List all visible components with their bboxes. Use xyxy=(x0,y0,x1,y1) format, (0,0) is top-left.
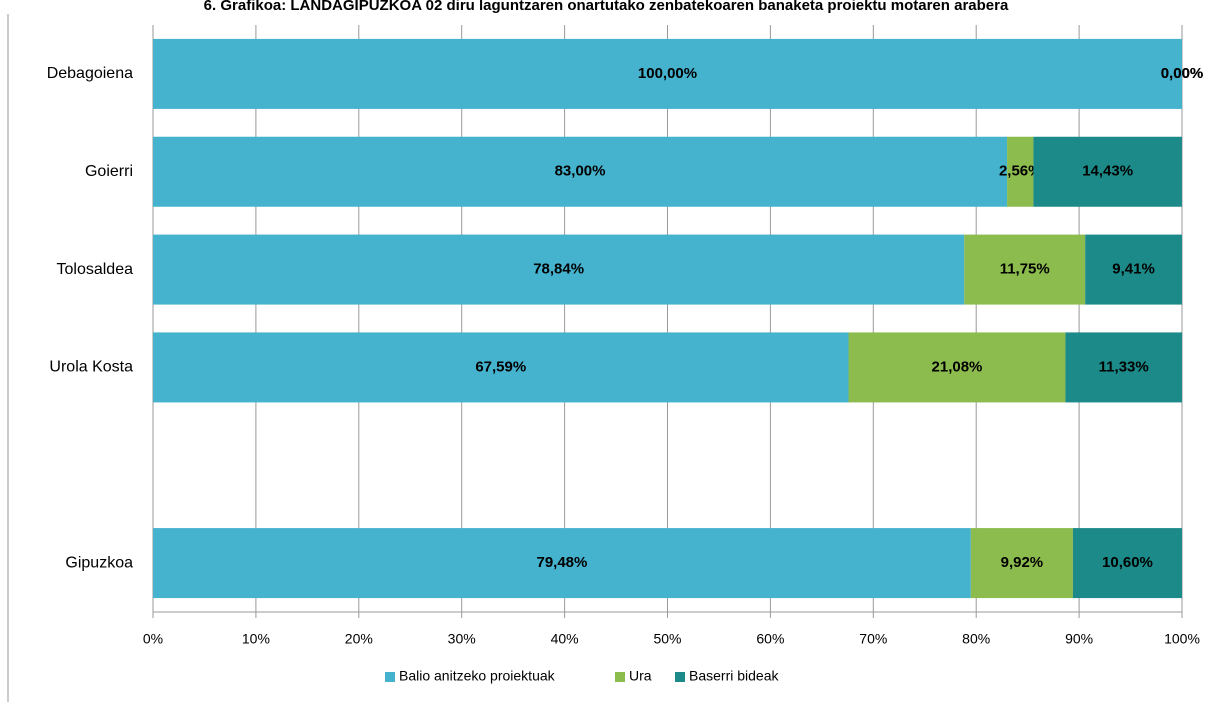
value-label: 21,08% xyxy=(932,358,983,375)
bar-segment xyxy=(970,528,1073,599)
y-tick-label: Debagoiena xyxy=(47,65,133,82)
value-label: 100,00% xyxy=(638,65,697,82)
x-tick-label: 90% xyxy=(1065,631,1093,647)
legend-label: Ura xyxy=(629,668,652,684)
value-label: 14,43% xyxy=(1082,163,1133,180)
legend-label: Baserri bideak xyxy=(689,668,779,684)
x-tick-label: 80% xyxy=(962,631,990,647)
bar-segment xyxy=(1072,528,1182,599)
value-label: 78,84% xyxy=(533,261,584,278)
x-tick-label: 20% xyxy=(345,631,373,647)
bar-segment xyxy=(153,332,849,403)
x-tick-label: 100% xyxy=(1164,631,1200,647)
x-tick-label: 60% xyxy=(756,631,784,647)
legend-swatch xyxy=(675,672,685,682)
value-label: 67,59% xyxy=(475,358,526,375)
value-label: 0,00% xyxy=(1161,65,1204,82)
x-tick-label: 10% xyxy=(242,631,270,647)
bar-segment xyxy=(848,332,1066,403)
x-tick-label: 70% xyxy=(859,631,887,647)
x-tick-label: 40% xyxy=(551,631,579,647)
bar-segment xyxy=(153,234,965,305)
value-label: 2,56% xyxy=(999,163,1042,180)
bar-segment xyxy=(1085,234,1182,305)
x-tick-label: 30% xyxy=(448,631,476,647)
value-label: 0,00% xyxy=(1161,65,1204,82)
legend-swatch xyxy=(385,672,395,682)
legend-label: Balio anitzeko proiektuak xyxy=(399,668,556,684)
value-label: 79,48% xyxy=(536,554,587,571)
value-label: 9,41% xyxy=(1112,261,1155,278)
value-label: 9,92% xyxy=(1001,554,1044,571)
x-tick-label: 50% xyxy=(653,631,681,647)
legend-swatch xyxy=(615,672,625,682)
y-tick-label: Goierri xyxy=(85,163,133,180)
value-label: 11,33% xyxy=(1099,358,1149,375)
y-tick-label: Tolosaldea xyxy=(57,261,134,278)
value-label: 83,00% xyxy=(555,163,606,180)
value-label: 11,75% xyxy=(1000,261,1050,278)
y-tick-label: Urola Kosta xyxy=(49,359,133,376)
bar-segment xyxy=(1033,136,1182,207)
x-tick-label: 0% xyxy=(143,631,163,647)
bar-segment xyxy=(964,234,1086,305)
bar-segment xyxy=(1065,332,1182,403)
chart-title: 6. Grafikoa: LANDAGIPUZKOA 02 diru lagun… xyxy=(204,0,1009,14)
value-label: 10,60% xyxy=(1102,554,1153,571)
bar-segment xyxy=(1007,136,1034,207)
y-tick-label: Gipuzkoa xyxy=(65,554,133,571)
bar-segment xyxy=(153,38,1182,109)
bar-segment xyxy=(153,136,1008,207)
bar-segment xyxy=(153,528,971,599)
